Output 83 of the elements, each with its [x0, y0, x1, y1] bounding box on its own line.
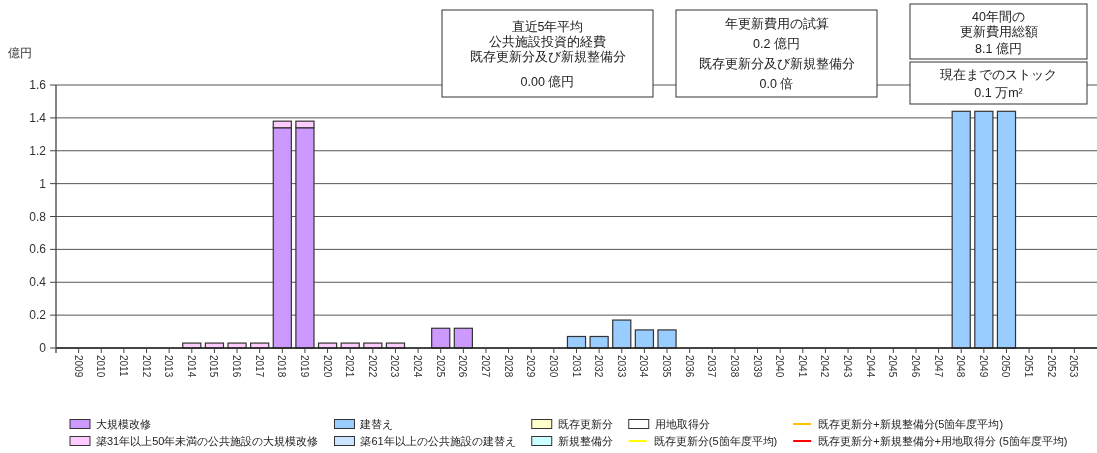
x-tick-label: 2020 [322, 355, 334, 378]
x-tick-label: 2023 [389, 355, 401, 378]
x-tick-label: 2048 [955, 355, 967, 378]
annotation: 0.0 倍 [759, 77, 794, 91]
legend-item: 築61年以上の公共施設の建替え [334, 435, 516, 447]
legend-item: 既存更新分+新規整備分(5箇年度平均) [792, 418, 1004, 430]
x-tick-label: 2038 [729, 355, 741, 378]
x-tick-label: 2030 [548, 355, 560, 378]
x-tick-label: 2021 [344, 355, 356, 378]
x-tick-label: 2029 [525, 355, 537, 378]
x-tick-label: 2049 [978, 355, 990, 378]
x-tick-label: 2051 [1023, 355, 1035, 378]
x-tick-label: 2013 [163, 355, 175, 378]
legend-item: 用地取得分 [628, 418, 710, 430]
x-tick-label: 2028 [503, 355, 515, 378]
y-tick-label: 0.8 [29, 209, 47, 224]
legend-label: 新規整備分 [557, 435, 613, 447]
x-tick-label: 2019 [299, 355, 311, 378]
x-tick-label: 2016 [231, 355, 243, 378]
x-tick-label: 2045 [887, 355, 899, 378]
bar [974, 110, 994, 349]
bar [589, 335, 609, 349]
x-tick-label: 2047 [933, 355, 945, 378]
y-tick-label: 0.2 [29, 308, 47, 323]
x-tick-label: 2012 [141, 355, 153, 378]
x-tick-label: 2032 [593, 355, 605, 378]
bar [951, 110, 971, 349]
x-tick-label: 2031 [571, 355, 582, 378]
legend-label: 用地取得分 [654, 418, 710, 430]
x-tick-label: 2050 [1000, 355, 1012, 378]
x-tick-label: 2042 [819, 355, 831, 378]
x-tick-label: 2024 [412, 355, 424, 378]
legend-item: 既存更新分 [531, 418, 613, 430]
bar [634, 329, 655, 349]
bar [996, 110, 1017, 349]
legend-item: 新規整備分 [531, 435, 613, 447]
y-tick-label: 1.6 [29, 78, 47, 92]
y-tick-label: 0.6 [29, 242, 47, 257]
x-tick-label: 2036 [684, 355, 696, 378]
annotation: 0.00 億円 [520, 75, 575, 89]
x-tick-label: 2035 [661, 355, 673, 378]
bar [612, 319, 632, 349]
x-tick-label: 2037 [706, 355, 718, 378]
x-tick-label: 2025 [435, 355, 447, 378]
legend-item: 既存更新分+新規整備分+用地取得分 (5箇年度平均) [792, 435, 1068, 447]
x-tick-label: 2034 [638, 355, 650, 378]
x-tick-label: 2040 [774, 355, 786, 378]
x-tick-label: 2039 [752, 355, 764, 378]
legend-label: 建替え [359, 418, 394, 430]
x-tick-label: 2010 [95, 355, 107, 378]
x-tick-label: 2015 [208, 355, 220, 378]
x-tick-label: 2022 [367, 355, 379, 378]
y-tick-label: 1.4 [29, 110, 47, 125]
annotation: 0.1 万m² [974, 86, 1023, 100]
x-tick-label: 2009 [73, 355, 85, 378]
legend-label: 既存更新分 [557, 418, 613, 430]
y-tick-label: 0.4 [29, 275, 47, 290]
x-tick-label: 2052 [1046, 355, 1058, 378]
legend-item: 建替え [334, 418, 394, 430]
x-tick-label: 2027 [480, 355, 492, 378]
bar [431, 327, 451, 349]
x-tick-label: 2053 [1068, 355, 1080, 378]
legend-label: 大規模改修 [96, 418, 151, 430]
legend-label: 既存更新分(5箇年度平均) [653, 435, 778, 447]
x-tick-label: 2017 [254, 355, 266, 378]
legend-item: 大規模改修 [69, 418, 151, 430]
x-tick-label: 2043 [842, 355, 854, 378]
y-tick-label: 1.2 [29, 143, 47, 158]
x-tick-label: 2044 [865, 355, 877, 378]
legend-item: 築31年以上50年未満の公共施設の大規模改修 [69, 435, 319, 447]
y-tick-label: 1 [39, 176, 47, 191]
x-tick-label: 2041 [797, 355, 809, 378]
y-tick-label: 0 [39, 341, 47, 355]
x-tick-label: 2033 [616, 355, 628, 378]
x-tick-label: 2018 [276, 355, 288, 378]
x-tick-label: 2026 [457, 355, 469, 378]
x-tick-label: 2011 [118, 355, 130, 377]
bar [657, 329, 677, 349]
x-tick-label: 2046 [910, 355, 922, 378]
bar [453, 327, 473, 349]
legend-item: 既存更新分(5箇年度平均) [627, 435, 778, 447]
x-tick-label: 2014 [186, 355, 198, 378]
y-axis-title: 億円 [8, 46, 32, 60]
